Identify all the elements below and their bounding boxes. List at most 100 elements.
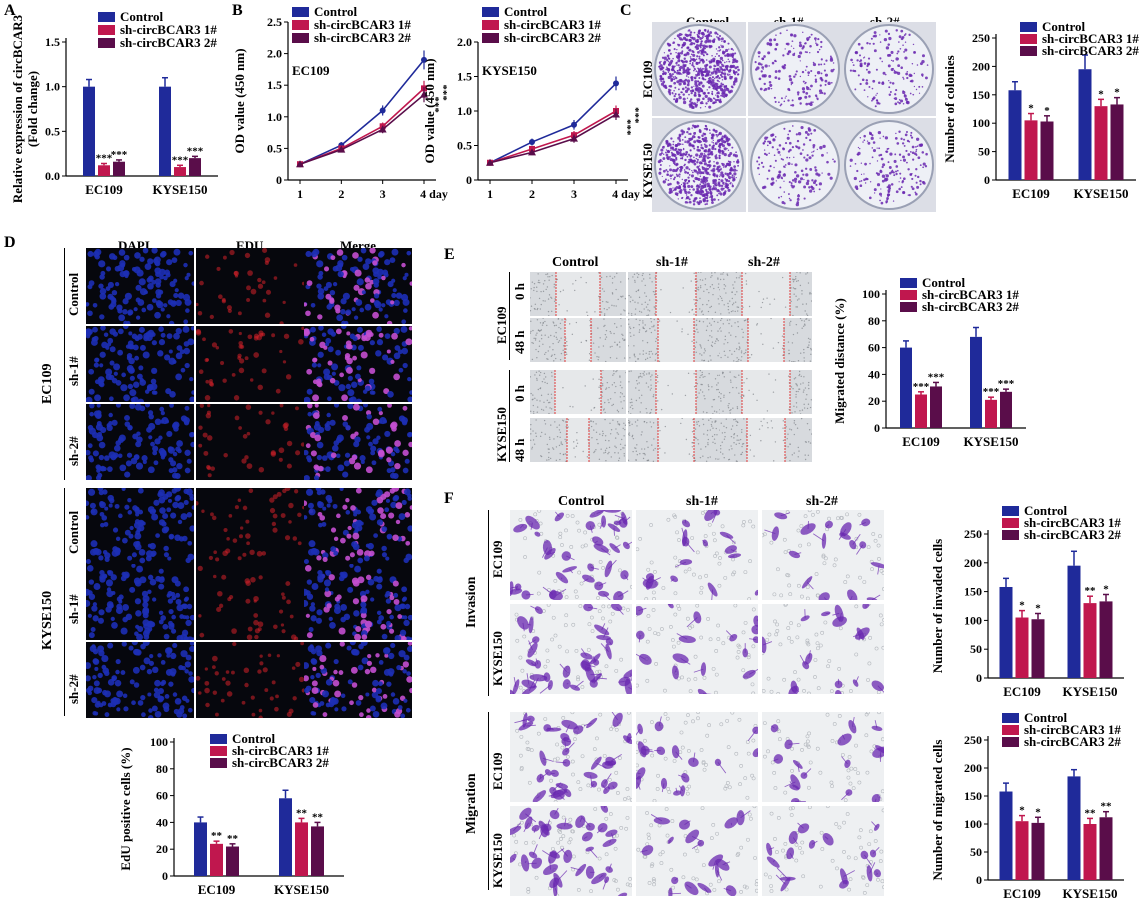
bar — [113, 161, 125, 176]
panel-d-kyse150-row-control: Control — [66, 510, 81, 554]
panel-e-kyse150-0h: 0 h — [512, 385, 527, 402]
panel-d-ec109-row-sh2: sh-2# — [66, 436, 81, 466]
y-axis-label-line: Migrated distance (%) — [832, 298, 847, 424]
data-point — [421, 56, 427, 63]
y-tick-label: 2.0 — [267, 47, 282, 61]
bar — [1015, 821, 1029, 880]
y-tick-label: 1.5 — [457, 70, 472, 84]
y-tick-label: 100 — [964, 817, 982, 831]
y-tick-label: 50 — [970, 845, 982, 859]
legend-swatch — [210, 746, 227, 756]
y-tick-label: 0 — [466, 173, 472, 187]
significance-label: *** — [998, 378, 1015, 390]
bar — [999, 586, 1013, 678]
panel-label-f: F — [444, 490, 454, 507]
y-axis-label-line: Number of migrated cells — [930, 740, 945, 881]
transwell-image — [762, 806, 884, 896]
data-point — [378, 125, 387, 133]
significance-label: ** — [211, 830, 223, 842]
legend-entry: sh-circBCAR3 1# — [232, 743, 329, 758]
legend-entry: sh-circBCAR3 1# — [314, 17, 411, 32]
panel-e-ec109-48h: 48 h — [512, 330, 527, 354]
x-tick-label: 2 — [529, 187, 535, 201]
bar — [1008, 90, 1022, 180]
data-point — [528, 148, 536, 156]
y-tick-label: 150 — [972, 88, 990, 102]
bar — [1083, 824, 1097, 880]
bar — [1099, 817, 1113, 880]
y-axis-label: Number of migrated cells — [930, 740, 945, 881]
chart-d-edu-positive: 0 20 40 60 80 100 EC109 ** ** KYSE150 ** ** EdU posi… — [118, 731, 344, 897]
legend-swatch — [482, 33, 499, 43]
y-axis-label: OD value (450 nm) — [232, 48, 247, 153]
transwell-image — [636, 712, 758, 802]
legend-entry: sh-circBCAR3 1# — [1042, 31, 1139, 46]
y-tick-label: 1.5 — [45, 35, 60, 49]
transwell-image — [762, 604, 884, 694]
y-tick-label: 250 — [964, 527, 982, 541]
bar — [1031, 822, 1045, 880]
colony-plate-image — [842, 22, 936, 116]
panel-label-b: B — [232, 2, 243, 19]
merge-image — [304, 488, 412, 564]
wound-healing-image — [720, 318, 812, 362]
bar — [970, 336, 982, 428]
edu-image — [196, 488, 304, 564]
panel-d-line-ec109: EC109 — [40, 363, 55, 404]
bar — [1015, 617, 1029, 678]
wound-healing-image — [628, 272, 724, 316]
merge-image — [304, 248, 412, 324]
legend-swatch — [292, 20, 309, 30]
significance-label: ** — [227, 833, 239, 845]
y-tick-label: 1.0 — [457, 104, 472, 118]
legend-entry: sh-circBCAR3 2# — [120, 35, 217, 50]
y-tick-label: 50 — [978, 145, 990, 159]
y-tick-label: 100 — [862, 287, 880, 301]
bar — [930, 386, 942, 428]
chart-b-kyse150-od: 00.51.01.52.01 2 3 4 day******OD value (450… — [422, 4, 641, 201]
y-tick-label: 40 — [156, 815, 168, 829]
legend-swatch — [1002, 713, 1019, 723]
bar — [1040, 121, 1054, 180]
significance-label: *** — [111, 149, 128, 161]
legend-swatch — [900, 278, 917, 288]
significance-label: *** — [429, 96, 441, 113]
x-tick-label: EC109 — [85, 182, 123, 197]
significance-label: *** — [172, 154, 189, 166]
data-point — [529, 139, 535, 146]
dapi-image — [86, 326, 194, 402]
bar — [1024, 120, 1038, 180]
x-tick-label: 1 — [487, 187, 493, 201]
significance-label: *** — [187, 145, 204, 157]
bar — [279, 798, 292, 876]
y-tick-label: 40 — [868, 367, 880, 381]
significance-label: *** — [437, 84, 449, 101]
x-tick-label: KYSE150 — [964, 434, 1019, 449]
y-tick-label: 2.5 — [267, 15, 282, 29]
colony-plate-image — [652, 118, 746, 212]
wound-healing-image — [720, 370, 812, 414]
series-line — [299, 94, 425, 165]
y-tick-label: 50 — [970, 642, 982, 656]
bar — [210, 843, 223, 876]
x-tick-label: KYSE150 — [153, 182, 208, 197]
colony-plate-image — [842, 118, 936, 212]
series-line — [299, 87, 425, 165]
y-tick-label: 150 — [964, 585, 982, 599]
legend-entry: sh-circBCAR3 2# — [232, 755, 329, 770]
merge-image — [304, 564, 412, 640]
legend-swatch — [1020, 46, 1037, 56]
panel-b-title-kyse150: KYSE150 — [482, 63, 537, 78]
transwell-image — [510, 712, 632, 802]
panel-f-col-sh1: sh-1# — [686, 494, 718, 509]
y-tick-label: 0 — [976, 671, 982, 685]
data-point — [570, 134, 578, 142]
legend-entry: Control — [1024, 710, 1067, 725]
panel-label-a: A — [4, 2, 16, 19]
x-tick-label: KYSE150 — [1063, 684, 1118, 699]
data-point — [571, 121, 577, 128]
data-point — [296, 160, 304, 168]
series-line — [489, 113, 617, 164]
bar — [1099, 601, 1113, 678]
panel-label-c: C — [620, 2, 632, 19]
